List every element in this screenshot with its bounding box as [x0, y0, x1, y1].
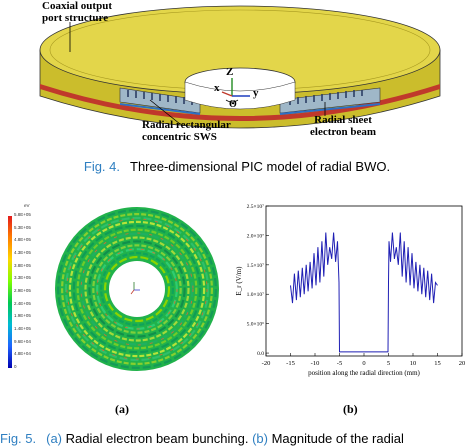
- bunching-ring: [103, 255, 171, 323]
- fig5-caption-text-a: Radial electron beam bunching.: [62, 431, 253, 446]
- series-line: [290, 232, 438, 353]
- x-tick-label: -20: [262, 360, 271, 367]
- x-tick-label: -10: [311, 360, 320, 367]
- fig4-caption: Fig. 4. Three-dimensional PIC model of ra…: [0, 159, 474, 174]
- colorbar-tick: 4.8E+04: [14, 351, 31, 357]
- colorbar-unit: eV: [24, 203, 30, 208]
- y-tick-label: 1.0×10⁷: [247, 292, 264, 298]
- bunching-ring: [64, 216, 210, 362]
- beam-bunching-plot: [55, 207, 219, 371]
- axis-z-label: Z: [226, 66, 234, 78]
- colorbar-tick: 0: [14, 364, 17, 369]
- colorbar-tick: 4.8E+05: [14, 237, 31, 243]
- bunching-ring: [88, 240, 186, 338]
- fig4-model: [0, 0, 474, 155]
- axis-x-label: x: [214, 82, 220, 94]
- bunching-ring: [68, 220, 206, 358]
- fig5-caption-ref-a[interactable]: (a): [46, 431, 63, 446]
- colorbar-tick: 1.4E+05: [14, 326, 31, 331]
- y-axis-label: E_r (V/m): [235, 266, 243, 296]
- bunching-ring: [60, 212, 214, 366]
- axis-y-label: y: [253, 87, 259, 99]
- x-axis-label: position along the radial direction (mm): [308, 369, 420, 377]
- x-tick-label: 20: [459, 360, 466, 367]
- bunching-ring: [76, 228, 198, 350]
- bunching-ring: [57, 209, 217, 369]
- y-tick-label: 1.5×10⁷: [247, 263, 264, 269]
- colorbar-ticks: 5.8E+05 5.3E+05 4.8E+05 4.3E+05 3.8E+05 3.3E+…: [14, 212, 38, 372]
- colorbar-tick: 2.4E+05: [14, 300, 31, 306]
- x-tick-label: 5: [387, 360, 390, 367]
- bunching-ring: [80, 232, 194, 346]
- x-tick-label: -15: [286, 360, 295, 367]
- fig4-caption-text: Three-dimensional PIC model of radial BW…: [130, 159, 391, 174]
- bunching-ring-hot: [96, 248, 178, 330]
- colorbar-tick: 3.8E+05: [14, 262, 31, 268]
- subfig-a-label: (a): [115, 402, 129, 416]
- bunching-ring-hot: [80, 232, 194, 346]
- colorbar-tick: 2.9E+05: [14, 288, 31, 293]
- y-tick-label: 2.5×10⁷: [247, 204, 264, 210]
- colorbar-tick: 5.8E+05: [14, 212, 31, 217]
- y-tick-label: 2.0×10⁷: [247, 233, 264, 239]
- colorbar-tick: 9.6E+04: [14, 338, 31, 344]
- colorbar-tick: 5.3E+05: [14, 224, 31, 230]
- fig5-caption-ref-b[interactable]: (b): [252, 431, 268, 446]
- sheet-beam-left: [119, 103, 201, 115]
- x-tick-label: 10: [410, 360, 417, 367]
- colorbar-tick: 1.9E+05: [14, 313, 31, 319]
- y-tick-label: 5.0×10⁶: [247, 322, 264, 328]
- bunching-ring: [92, 244, 182, 334]
- fig5-caption: Fig. 5. (a) Radial electron beam bunching…: [0, 431, 474, 446]
- bunching-ring: [84, 236, 190, 342]
- coaxial-port-ring: [40, 84, 440, 121]
- sheet-beam-right: [279, 103, 381, 115]
- sws-label: Radial rectangular concentric SWS: [142, 119, 231, 143]
- coaxial-port-label: Coaxial output port structure: [42, 0, 112, 24]
- fig4-illustration: [39, 5, 441, 129]
- x-tick-label: -5: [337, 360, 342, 367]
- subfig-b-label: (b): [343, 402, 358, 416]
- axis-theta-label: Θ: [229, 99, 237, 110]
- fig5a-panel: eV 5.8E+05 5.3E+05 4.8E+05 4.3E+05 3.8E+05 3.…: [6, 198, 222, 378]
- coordinate-axes: [221, 78, 250, 103]
- x-tick-label: 15: [434, 360, 441, 367]
- electron-beam-label: Radial sheet electron beam: [310, 114, 377, 138]
- colorbar: [8, 216, 12, 368]
- fig4-caption-number: Fig. 4.: [83, 159, 120, 174]
- fig5-caption-text-b: Magnitude of the radial: [267, 431, 404, 446]
- colorbar-tick: 3.3E+05: [14, 275, 31, 281]
- y-tick-label: 0.0: [257, 351, 264, 357]
- colorbar-tick: 4.3E+05: [14, 250, 31, 255]
- bunching-ring: [72, 224, 202, 354]
- radial-field-chart: -20 -15 -10 -5 0 5 10 15 20 0.0 5.0×10⁶ 1.0×10⁷ 1.5×…: [235, 204, 466, 377]
- fig5-caption-number: Fig. 5.: [0, 431, 37, 446]
- x-tick-label: 0: [362, 360, 365, 367]
- bunching-ring: [99, 251, 175, 327]
- bunching-ring-hot: [66, 218, 208, 360]
